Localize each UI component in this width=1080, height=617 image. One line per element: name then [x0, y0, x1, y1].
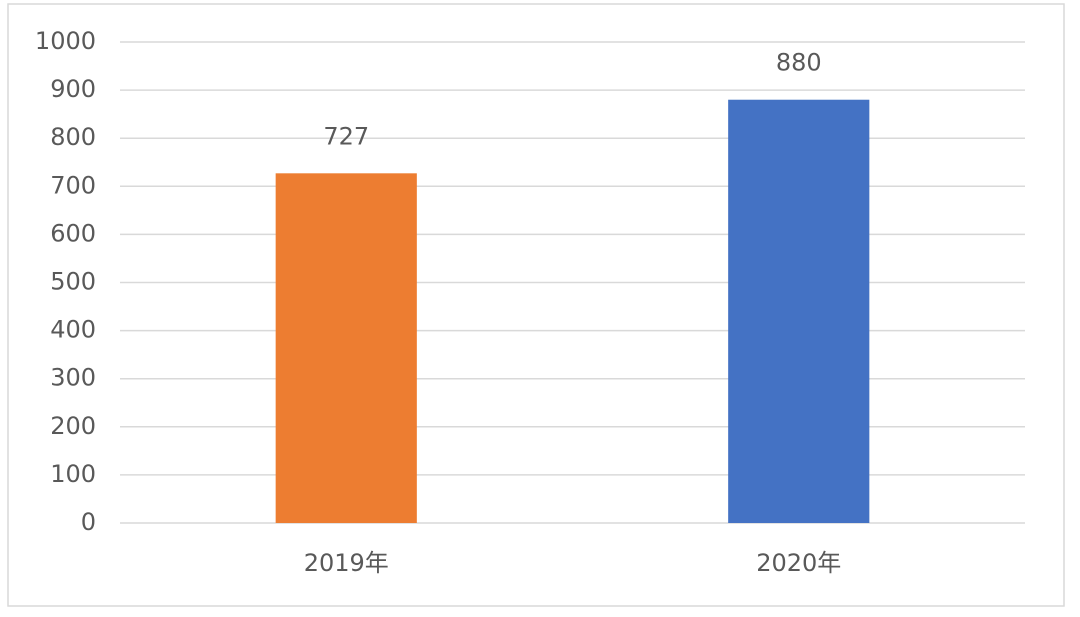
bar — [275, 173, 417, 524]
y-tick-label: 900 — [50, 75, 96, 103]
y-tick-label: 500 — [50, 268, 96, 296]
data-label: 727 — [323, 122, 369, 150]
y-tick-label: 700 — [50, 171, 96, 199]
y-tick-label: 1000 — [35, 27, 96, 55]
bar — [728, 99, 870, 523]
y-tick-label: 0 — [81, 508, 96, 536]
x-tick-label: 2020年 — [756, 549, 841, 577]
y-tick-label: 100 — [50, 460, 96, 488]
y-tick-label: 400 — [50, 316, 96, 344]
y-tick-label: 800 — [50, 123, 96, 151]
x-tick-label: 2019年 — [304, 549, 389, 577]
y-tick-label: 200 — [50, 412, 96, 440]
chart-border — [7, 3, 1065, 607]
y-tick-label: 300 — [50, 364, 96, 392]
data-label: 880 — [776, 49, 822, 77]
y-tick-label: 600 — [50, 219, 96, 247]
